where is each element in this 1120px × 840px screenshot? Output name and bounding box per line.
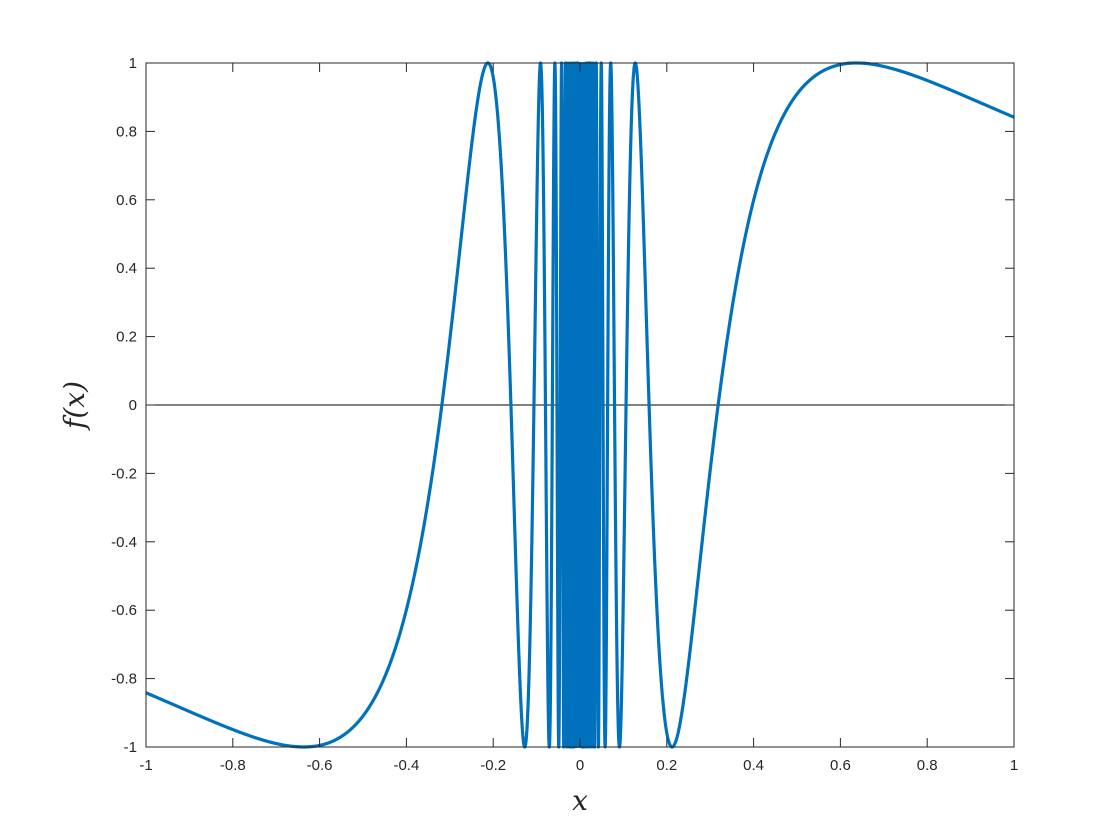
y-tick-label: 1 <box>129 55 137 72</box>
y-tick-label: 0.8 <box>116 123 137 140</box>
x-tick-label: -0.6 <box>307 757 333 774</box>
y-tick-label: 0.4 <box>116 260 137 277</box>
x-tick-label: 0.2 <box>656 757 677 774</box>
x-tick-label: 0 <box>576 757 584 774</box>
y-tick-label: 0 <box>129 397 137 414</box>
x-tick-label: -0.4 <box>393 757 419 774</box>
y-tick-label: -1 <box>124 739 137 756</box>
y-tick-label: -0.6 <box>111 602 137 619</box>
ticks-group: -1 -0.8 -0.6 -0.4 -0.2 0 0.2 0.4 0.6 0.8 1 -1 -0.8 -0… <box>111 55 1018 774</box>
series-group <box>144 61 1016 749</box>
y-axis-label: f(x) <box>58 381 91 431</box>
x-tick-label: 0.4 <box>743 757 764 774</box>
x-tick-label: -1 <box>139 757 152 774</box>
series-line-sin-inv-x <box>144 61 1016 749</box>
x-tick-label: -0.8 <box>220 757 246 774</box>
x-tick-label: -0.2 <box>480 757 506 774</box>
y-tick-label: 0.2 <box>116 329 137 346</box>
y-tick-label: -0.2 <box>111 465 137 482</box>
y-tick-label: 0.6 <box>116 192 137 209</box>
x-axis-label: x <box>572 784 588 817</box>
x-tick-label: 0.8 <box>917 757 938 774</box>
y-tick-label: -0.8 <box>111 671 137 688</box>
x-tick-label: 1 <box>1010 757 1018 774</box>
y-tick-label: -0.4 <box>111 534 137 551</box>
x-tick-label: 0.6 <box>830 757 851 774</box>
